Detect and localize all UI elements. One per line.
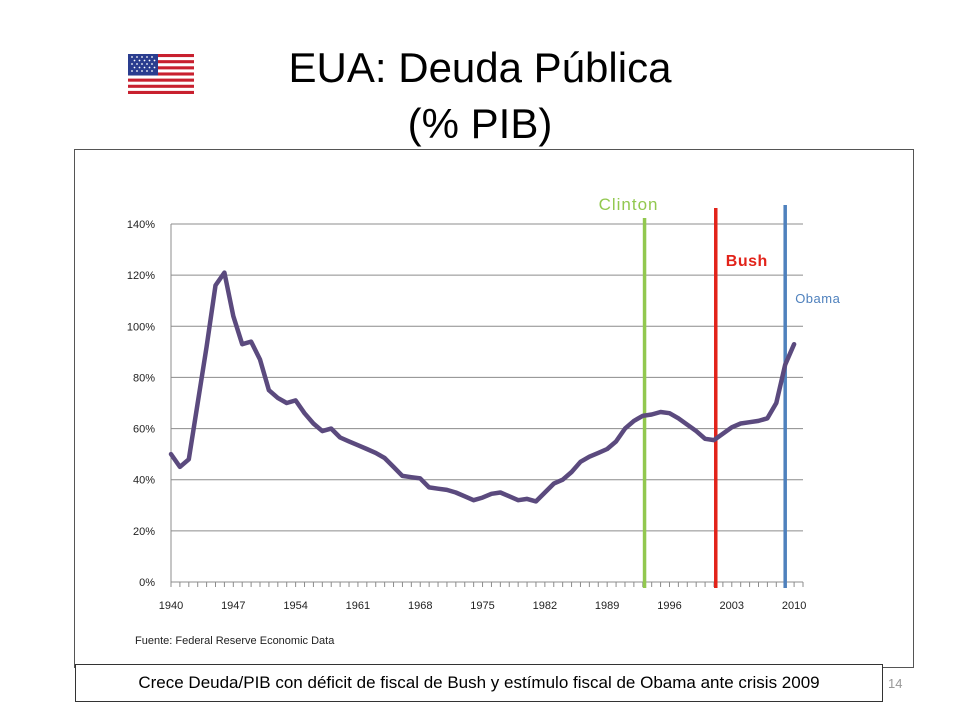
x-tick-label: 2010 bbox=[782, 600, 806, 612]
x-tick-label: 1968 bbox=[408, 600, 432, 612]
y-tick-label: 100% bbox=[127, 321, 155, 333]
x-tick-label: 1996 bbox=[657, 600, 681, 612]
x-tick-label: 1975 bbox=[470, 600, 494, 612]
y-tick-label: 140% bbox=[127, 219, 155, 231]
slide-subtitle: (% PIB) bbox=[407, 100, 553, 147]
x-tick-label: 1982 bbox=[533, 600, 557, 612]
x-tick-label: 1989 bbox=[595, 600, 619, 612]
slide-title: EUA: Deuda Pública bbox=[288, 44, 672, 91]
us-flag-icon bbox=[128, 54, 194, 94]
debt-chart: 0% 20% 40% 60% 80% 100% 120% 140% 1940 1947 1954 19… bbox=[127, 195, 840, 612]
marker-label-bush: Bush bbox=[726, 253, 768, 270]
x-tick-label: 1947 bbox=[221, 600, 245, 612]
page-number: 14 bbox=[888, 676, 903, 691]
marker-label-clinton: Clinton bbox=[599, 195, 659, 214]
y-tick-label: 80% bbox=[133, 372, 155, 384]
x-tick-label: 1940 bbox=[159, 600, 183, 612]
chart-frame: 0% 20% 40% 60% 80% 100% 120% 140% 1940 1947 1954 19… bbox=[74, 149, 914, 668]
x-tick-label: 2003 bbox=[720, 600, 744, 612]
y-tick-label: 120% bbox=[127, 270, 155, 282]
y-tick-label: 20% bbox=[133, 526, 155, 538]
x-tick-label: 1961 bbox=[346, 600, 370, 612]
y-tick-label: 60% bbox=[133, 424, 155, 436]
slide-caption: Crece Deuda/PIB con déficit de fiscal de… bbox=[75, 664, 883, 702]
y-tick-label: 0% bbox=[139, 577, 155, 589]
chart-source: Fuente: Federal Reserve Economic Data bbox=[135, 635, 335, 647]
y-tick-label: 40% bbox=[133, 475, 155, 487]
debt-series-line bbox=[168, 270, 797, 504]
marker-label-obama: Obama bbox=[795, 291, 840, 306]
x-tick-label: 1954 bbox=[283, 600, 307, 612]
